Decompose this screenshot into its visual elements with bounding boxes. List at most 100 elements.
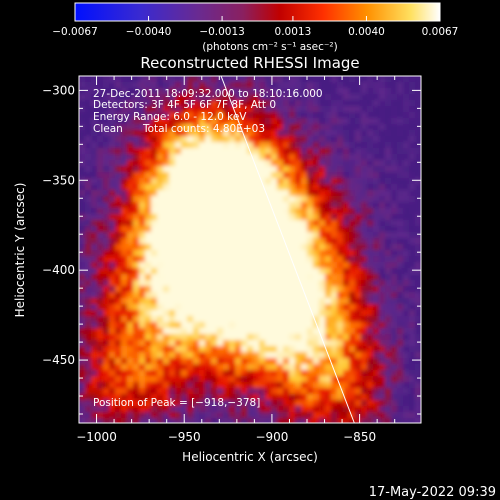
heatmap-cell <box>247 322 254 329</box>
heatmap-cell <box>169 136 176 143</box>
y-tick-label: −300 <box>42 83 75 97</box>
heatmap-cell <box>217 202 224 209</box>
heatmap-cell <box>163 136 170 143</box>
heatmap-cell <box>139 340 146 347</box>
heatmap-cell <box>403 214 410 221</box>
heatmap-cell <box>397 100 404 107</box>
heatmap-cell <box>385 136 392 143</box>
heatmap-cell <box>235 178 242 185</box>
heatmap-cell <box>91 346 98 353</box>
heatmap-cell <box>205 238 212 245</box>
heatmap-cell <box>193 334 200 341</box>
heatmap-cell <box>103 160 110 167</box>
heatmap-cell <box>247 400 254 407</box>
heatmap-cell <box>355 190 362 197</box>
heatmap-cell <box>319 142 326 149</box>
heatmap-cell <box>127 358 134 365</box>
heatmap-cell <box>361 328 368 335</box>
heatmap-cell <box>205 142 212 149</box>
heatmap-cell <box>337 100 344 107</box>
heatmap-cell <box>295 382 302 389</box>
heatmap-cell <box>223 394 230 401</box>
heatmap-cell <box>367 196 374 203</box>
heatmap-cell <box>235 370 242 377</box>
heatmap-cell <box>241 76 248 83</box>
heatmap-cell <box>397 202 404 209</box>
heatmap-cell <box>241 232 248 239</box>
heatmap-cell <box>265 418 272 423</box>
heatmap-cell <box>277 340 284 347</box>
heatmap-cell <box>205 352 212 359</box>
heatmap-cell <box>355 322 362 329</box>
heatmap-cell <box>265 394 272 401</box>
heatmap-cell <box>265 322 272 329</box>
heatmap-cell <box>241 136 248 143</box>
heatmap-cell <box>139 364 146 371</box>
heatmap-cell <box>313 376 320 383</box>
heatmap-cell <box>397 136 404 143</box>
y-tick-label: −350 <box>42 173 75 187</box>
heatmap-cell <box>157 352 164 359</box>
heatmap-cell <box>409 268 416 275</box>
heatmap-cell <box>169 352 176 359</box>
heatmap-cell <box>223 88 230 95</box>
heatmap-cell <box>109 130 116 137</box>
heatmap-cell <box>187 382 194 389</box>
heatmap-cell <box>211 370 218 377</box>
heatmap-cell <box>397 382 404 389</box>
heatmap-cell <box>271 82 278 89</box>
heatmap-cell <box>343 196 350 203</box>
heatmap-cell <box>313 136 320 143</box>
heatmap-cell <box>397 154 404 161</box>
heatmap-cell <box>367 406 374 413</box>
heatmap-cell <box>397 160 404 167</box>
heatmap-cell <box>355 400 362 407</box>
heatmap-cell <box>127 154 134 161</box>
heatmap-cell <box>211 244 218 251</box>
heatmap-cell <box>103 184 110 191</box>
heatmap-cell <box>271 346 278 353</box>
heatmap-cell <box>289 166 296 173</box>
heatmap-cell <box>307 268 314 275</box>
heatmap-cell <box>349 196 356 203</box>
heatmap-cell <box>121 106 128 113</box>
heatmap-cell <box>247 316 254 323</box>
heatmap-cell <box>121 280 128 287</box>
heatmap-cell <box>283 394 290 401</box>
heatmap-cell <box>199 130 206 137</box>
heatmap-cell <box>337 118 344 125</box>
heatmap-cell <box>157 346 164 353</box>
heatmap-cell <box>331 106 338 113</box>
heatmap-cell <box>367 370 374 377</box>
heatmap-cell <box>301 148 308 155</box>
heatmap-cell <box>373 400 380 407</box>
heatmap-cell <box>355 76 362 83</box>
heatmap-cell <box>271 148 278 155</box>
heatmap-cell <box>379 256 386 263</box>
heatmap-cell <box>301 142 308 149</box>
heatmap-cell <box>133 316 140 323</box>
heatmap-cell <box>361 196 368 203</box>
heatmap-cell <box>211 274 218 281</box>
heatmap-cell <box>361 370 368 377</box>
heatmap-cell <box>337 94 344 101</box>
heatmap-cell <box>121 142 128 149</box>
heatmap-cell <box>361 346 368 353</box>
heatmap-cell <box>181 364 188 371</box>
heatmap-cell <box>271 136 278 143</box>
heatmap-cell <box>103 196 110 203</box>
heatmap-cell <box>259 136 266 143</box>
heatmap-cell <box>373 178 380 185</box>
heatmap-cell <box>277 244 284 251</box>
heatmap-cell <box>241 130 248 137</box>
heatmap-cell <box>337 412 344 419</box>
heatmap-cell <box>169 358 176 365</box>
heatmap-cell <box>391 406 398 413</box>
heatmap-cell <box>127 136 134 143</box>
heatmap-cell <box>397 166 404 173</box>
heatmap-cell <box>229 418 236 423</box>
heatmap-cell <box>145 232 152 239</box>
heatmap-cell <box>109 418 116 423</box>
heatmap-cell <box>169 328 176 335</box>
heatmap-cell <box>103 292 110 299</box>
